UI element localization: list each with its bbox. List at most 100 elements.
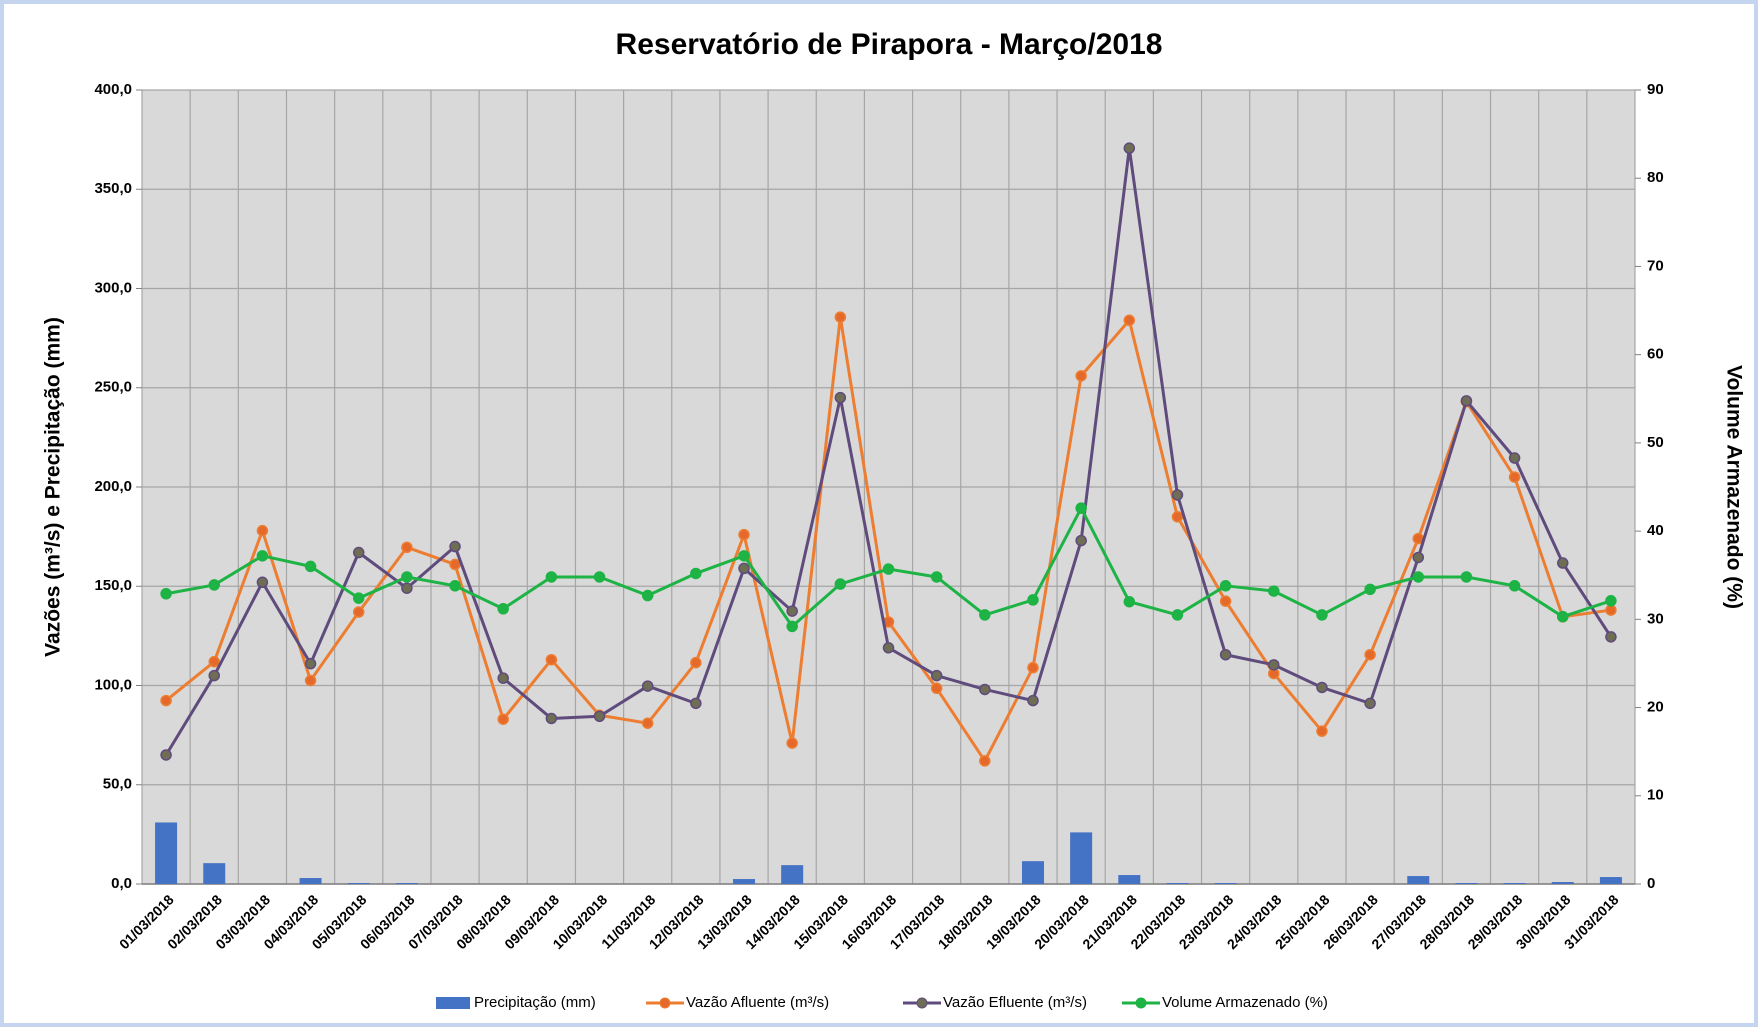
marker bbox=[497, 713, 509, 725]
marker bbox=[256, 550, 269, 562]
marker bbox=[256, 524, 269, 537]
y-tick-label: 50,0 bbox=[103, 776, 132, 793]
marker bbox=[208, 579, 220, 591]
marker bbox=[690, 697, 702, 710]
marker bbox=[1075, 370, 1087, 382]
marker bbox=[1123, 595, 1136, 608]
marker bbox=[449, 580, 461, 592]
marker bbox=[449, 540, 461, 553]
marker bbox=[208, 669, 220, 682]
y2-tick-label: 30 bbox=[1647, 610, 1664, 627]
marker bbox=[401, 571, 413, 583]
marker bbox=[1268, 659, 1280, 671]
legend-label: Vazão Afluente (m³/s) bbox=[686, 994, 829, 1011]
y-tick-label: 300,0 bbox=[94, 279, 132, 296]
marker bbox=[1364, 648, 1376, 661]
y2-tick-label: 60 bbox=[1647, 346, 1664, 363]
marker bbox=[1412, 571, 1425, 583]
marker bbox=[1605, 595, 1617, 607]
marker bbox=[593, 571, 606, 583]
marker bbox=[1171, 489, 1184, 501]
y-tick-label: 150,0 bbox=[94, 577, 132, 594]
y-tick-label: 350,0 bbox=[94, 180, 132, 197]
marker bbox=[979, 609, 991, 621]
marker bbox=[1027, 594, 1039, 606]
marker bbox=[1605, 604, 1617, 616]
marker bbox=[1316, 609, 1328, 621]
marker bbox=[208, 655, 220, 668]
marker bbox=[641, 680, 654, 692]
marker bbox=[1508, 580, 1521, 592]
bar bbox=[155, 822, 178, 884]
marker bbox=[352, 546, 365, 559]
marker bbox=[882, 563, 895, 575]
y2-axis-title: Volume Armazenado (%) bbox=[1722, 365, 1745, 609]
marker bbox=[1268, 585, 1280, 597]
y2-tick-label: 10 bbox=[1647, 787, 1664, 804]
bar bbox=[1455, 883, 1478, 884]
marker bbox=[304, 674, 317, 687]
legend-swatch bbox=[436, 997, 470, 1009]
bar bbox=[1214, 883, 1237, 884]
marker bbox=[786, 605, 798, 617]
marker bbox=[304, 560, 317, 573]
marker bbox=[786, 620, 798, 633]
marker bbox=[1364, 583, 1376, 596]
marker bbox=[1508, 471, 1521, 483]
bar bbox=[1551, 882, 1574, 884]
marker bbox=[930, 682, 943, 695]
y2-tick-label: 70 bbox=[1647, 257, 1664, 274]
marker bbox=[979, 755, 991, 767]
chart-title: Reservatório de Pirapora - Março/2018 bbox=[616, 28, 1163, 61]
bar bbox=[299, 878, 322, 884]
bar bbox=[1070, 832, 1093, 884]
marker bbox=[304, 657, 317, 670]
marker bbox=[738, 562, 750, 575]
marker bbox=[160, 694, 172, 707]
marker bbox=[545, 712, 558, 725]
marker bbox=[1364, 697, 1376, 710]
legend-marker bbox=[916, 997, 928, 1009]
legend-label: Vazão Efluente (m³/s) bbox=[943, 994, 1087, 1011]
marker bbox=[352, 606, 365, 618]
marker bbox=[690, 567, 702, 580]
marker bbox=[1605, 631, 1617, 643]
y2-tick-label: 40 bbox=[1647, 522, 1664, 539]
marker bbox=[1460, 571, 1473, 583]
marker bbox=[1219, 595, 1232, 607]
y-tick-label: 200,0 bbox=[94, 478, 132, 495]
marker bbox=[882, 642, 895, 654]
y2-tick-label: 80 bbox=[1647, 169, 1664, 186]
bar bbox=[395, 883, 418, 884]
marker bbox=[641, 717, 654, 729]
marker bbox=[1027, 661, 1039, 674]
marker bbox=[1460, 395, 1473, 407]
legend-marker bbox=[1135, 997, 1147, 1009]
marker bbox=[352, 592, 365, 604]
y-tick-label: 100,0 bbox=[94, 676, 132, 693]
y2-tick-label: 90 bbox=[1647, 81, 1664, 98]
marker bbox=[1316, 725, 1328, 737]
marker bbox=[641, 589, 654, 602]
y2-tick-label: 50 bbox=[1647, 434, 1664, 451]
marker bbox=[1171, 609, 1184, 621]
marker bbox=[930, 571, 943, 583]
marker bbox=[1123, 314, 1136, 327]
marker bbox=[930, 669, 943, 682]
y-tick-label: 250,0 bbox=[94, 379, 132, 396]
bar bbox=[1503, 883, 1526, 884]
marker bbox=[979, 683, 991, 696]
legend-label: Precipitação (mm) bbox=[474, 994, 596, 1011]
bar bbox=[1118, 875, 1141, 884]
y-axis-title: Vazões (m³/s) e Precipitação (mm) bbox=[42, 317, 65, 657]
marker bbox=[1316, 681, 1328, 694]
marker bbox=[1508, 452, 1521, 464]
marker bbox=[1557, 557, 1569, 569]
y-tick-label: 400,0 bbox=[94, 81, 132, 98]
marker bbox=[1412, 551, 1425, 564]
marker bbox=[545, 653, 558, 666]
y-tick-label: 0,0 bbox=[111, 875, 132, 892]
marker bbox=[449, 558, 461, 571]
y2-tick-label: 0 bbox=[1647, 875, 1655, 892]
